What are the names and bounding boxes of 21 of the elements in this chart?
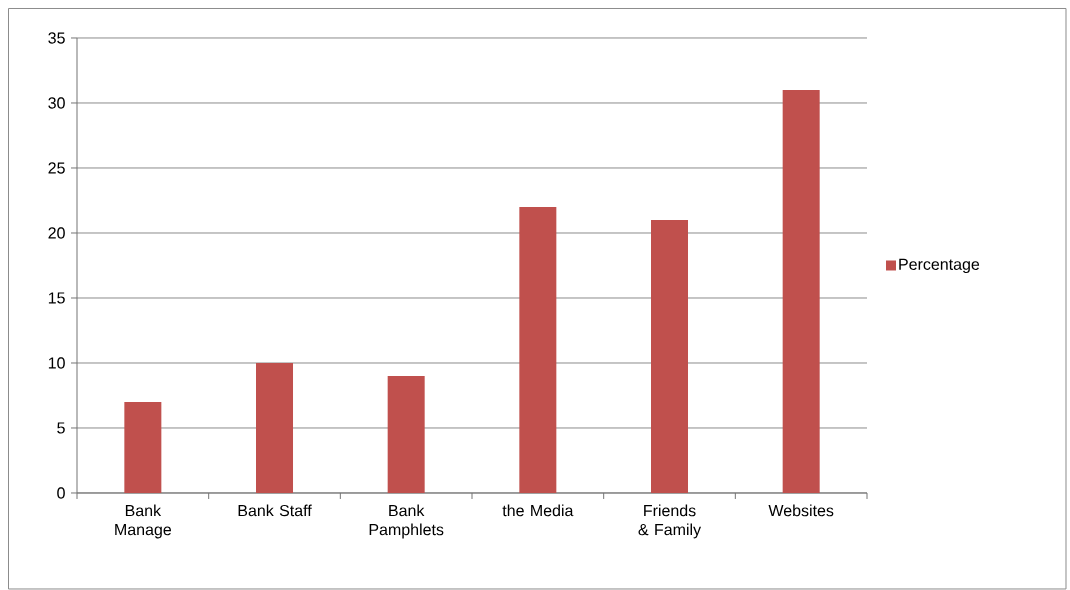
bar xyxy=(256,362,294,493)
y-tick-label: 5 xyxy=(57,422,65,434)
bar xyxy=(782,89,820,493)
x-tick-label: Websites xyxy=(768,504,834,517)
x-tick-label: Bank Manage xyxy=(115,504,172,539)
y-tick-label: 25 xyxy=(48,162,65,174)
x-tick-label: Friends & Family xyxy=(638,504,702,539)
y-tick-label: 35 xyxy=(48,32,65,44)
y-tick-label: 20 xyxy=(48,227,65,239)
y-tick-label: 0 xyxy=(57,487,65,499)
y-tick-label: 15 xyxy=(48,292,65,304)
y-tick-label: 30 xyxy=(48,97,65,109)
x-tick-label: Bank Staff xyxy=(238,504,312,517)
x-tick-label: Bank Pamphlets xyxy=(369,504,444,539)
bar xyxy=(519,206,557,493)
bar xyxy=(387,375,425,493)
bar xyxy=(651,219,689,493)
y-tick-label: 10 xyxy=(48,357,65,369)
bar xyxy=(124,401,162,493)
legend-label: Percentage xyxy=(899,258,980,274)
x-tick-label: the Media xyxy=(502,504,574,517)
